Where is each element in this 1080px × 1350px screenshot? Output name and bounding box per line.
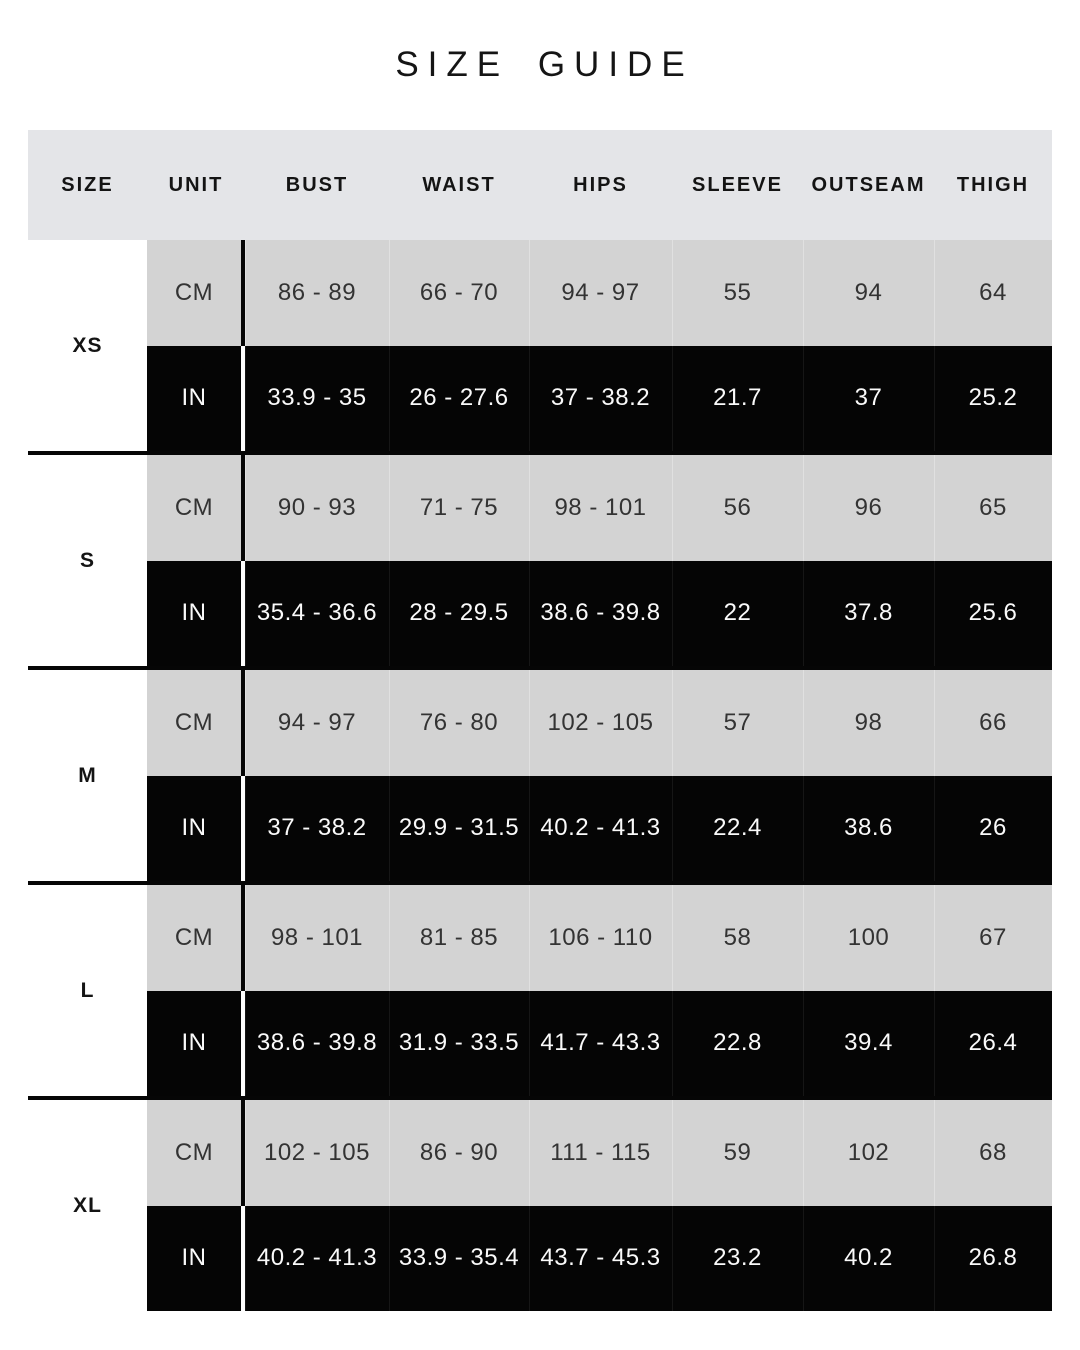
l-in-waist-value: 31.9 - 33.5 — [389, 990, 529, 1096]
xs-in-sleeve-value: 21.7 — [672, 345, 803, 451]
unit-label-in: IN — [147, 1205, 245, 1311]
xs-cm-sleeve-value: 55 — [672, 240, 803, 346]
unit-label-in: IN — [147, 560, 245, 666]
xs-cm-hips-value: 94 - 97 — [529, 240, 672, 346]
xs-in-thigh-value: 25.2 — [934, 345, 1052, 451]
xl-in-outseam-value: 40.2 — [803, 1205, 934, 1311]
m-in-waist-value: 29.9 - 31.5 — [389, 775, 529, 881]
column-header-size: SIZE — [61, 173, 114, 196]
s-cm-hips-value: 98 - 101 — [529, 455, 672, 561]
size-guide-table: SIZE UNIT BUST WAIST HIPS SLEEVE OUTSEAM… — [28, 130, 1052, 1311]
xl-cm-thigh-value: 68 — [934, 1100, 1052, 1206]
column-header-waist: WAIST — [422, 173, 496, 196]
s-cm-waist-value: 71 - 75 — [389, 455, 529, 561]
l-cm-waist-value: 81 - 85 — [389, 885, 529, 991]
l-cm-sleeve-value: 58 — [672, 885, 803, 991]
column-header-hips: HIPS — [573, 173, 628, 196]
m-cm-sleeve-value: 57 — [672, 670, 803, 776]
unit-label-in: IN — [147, 345, 245, 451]
l-in-bust-value: 38.6 - 39.8 — [245, 990, 389, 1096]
s-cm-outseam-value: 96 — [803, 455, 934, 561]
s-in-waist-value: 28 - 29.5 — [389, 560, 529, 666]
xl-in-sleeve-value: 23.2 — [672, 1205, 803, 1311]
xs-cm-bust-value: 86 - 89 — [245, 240, 389, 346]
page-title: SIZE GUIDE — [395, 45, 694, 84]
xl-in-bust-value: 40.2 - 41.3 — [245, 1205, 389, 1311]
title-bar: SIZE GUIDE — [0, 0, 1080, 130]
unit-label-cm: CM — [147, 455, 245, 561]
size-group-xs: XS CM 86 - 89 66 - 70 94 - 97 55 94 64 I… — [28, 240, 1052, 455]
unit-label-in: IN — [147, 775, 245, 881]
l-cm-outseam-value: 100 — [803, 885, 934, 991]
l-in-outseam-value: 39.4 — [803, 990, 934, 1096]
xl-cm-bust-value: 102 - 105 — [245, 1100, 389, 1206]
size-label-m: M — [28, 670, 147, 881]
m-cm-waist-value: 76 - 80 — [389, 670, 529, 776]
l-cm-bust-value: 98 - 101 — [245, 885, 389, 991]
size-label-s: S — [28, 455, 147, 666]
s-cm-thigh-value: 65 — [934, 455, 1052, 561]
l-cm-thigh-value: 67 — [934, 885, 1052, 991]
xl-in-waist-value: 33.9 - 35.4 — [389, 1205, 529, 1311]
column-header-outseam: OUTSEAM — [811, 173, 926, 196]
m-cm-bust-value: 94 - 97 — [245, 670, 389, 776]
m-in-hips-value: 40.2 - 41.3 — [529, 775, 672, 881]
s-cm-bust-value: 90 - 93 — [245, 455, 389, 561]
size-group-l: L CM 98 - 101 81 - 85 106 - 110 58 100 6… — [28, 885, 1052, 1100]
size-label-xs: XS — [28, 240, 147, 451]
column-header-unit: UNIT — [168, 173, 224, 196]
size-label-l: L — [28, 885, 147, 1096]
m-cm-outseam-value: 98 — [803, 670, 934, 776]
size-group-s: S CM 90 - 93 71 - 75 98 - 101 56 96 65 I… — [28, 455, 1052, 670]
unit-label-cm: CM — [147, 1100, 245, 1206]
s-in-bust-value: 35.4 - 36.6 — [245, 560, 389, 666]
size-group-m: M CM 94 - 97 76 - 80 102 - 105 57 98 66 … — [28, 670, 1052, 885]
m-cm-hips-value: 102 - 105 — [529, 670, 672, 776]
xs-in-outseam-value: 37 — [803, 345, 934, 451]
size-group-xl: XL CM 102 - 105 86 - 90 111 - 115 59 102… — [28, 1100, 1052, 1311]
xl-in-hips-value: 43.7 - 45.3 — [529, 1205, 672, 1311]
xl-in-thigh-value: 26.8 — [934, 1205, 1052, 1311]
unit-label-cm: CM — [147, 240, 245, 346]
xs-in-hips-value: 37 - 38.2 — [529, 345, 672, 451]
l-in-hips-value: 41.7 - 43.3 — [529, 990, 672, 1096]
m-cm-thigh-value: 66 — [934, 670, 1052, 776]
l-in-thigh-value: 26.4 — [934, 990, 1052, 1096]
xs-in-waist-value: 26 - 27.6 — [389, 345, 529, 451]
s-cm-sleeve-value: 56 — [672, 455, 803, 561]
size-label-xl: XL — [28, 1100, 147, 1311]
s-in-hips-value: 38.6 - 39.8 — [529, 560, 672, 666]
m-in-sleeve-value: 22.4 — [672, 775, 803, 881]
xs-cm-waist-value: 66 - 70 — [389, 240, 529, 346]
unit-label-cm: CM — [147, 885, 245, 991]
l-in-sleeve-value: 22.8 — [672, 990, 803, 1096]
s-in-outseam-value: 37.8 — [803, 560, 934, 666]
xs-in-bust-value: 33.9 - 35 — [245, 345, 389, 451]
xl-cm-waist-value: 86 - 90 — [389, 1100, 529, 1206]
xl-cm-hips-value: 111 - 115 — [529, 1100, 672, 1206]
xl-cm-outseam-value: 102 — [803, 1100, 934, 1206]
table-header-row: SIZE UNIT BUST WAIST HIPS SLEEVE OUTSEAM… — [28, 130, 1052, 240]
column-header-bust: BUST — [285, 173, 349, 196]
unit-label-in: IN — [147, 990, 245, 1096]
unit-label-cm: CM — [147, 670, 245, 776]
column-header-thigh: THIGH — [956, 173, 1030, 196]
xl-cm-sleeve-value: 59 — [672, 1100, 803, 1206]
l-cm-hips-value: 106 - 110 — [529, 885, 672, 991]
m-in-outseam-value: 38.6 — [803, 775, 934, 881]
m-in-bust-value: 37 - 38.2 — [245, 775, 389, 881]
column-header-sleeve: SLEEVE — [692, 173, 783, 196]
s-in-thigh-value: 25.6 — [934, 560, 1052, 666]
xs-cm-outseam-value: 94 — [803, 240, 934, 346]
m-in-thigh-value: 26 — [934, 775, 1052, 881]
s-in-sleeve-value: 22 — [672, 560, 803, 666]
xs-cm-thigh-value: 64 — [934, 240, 1052, 346]
